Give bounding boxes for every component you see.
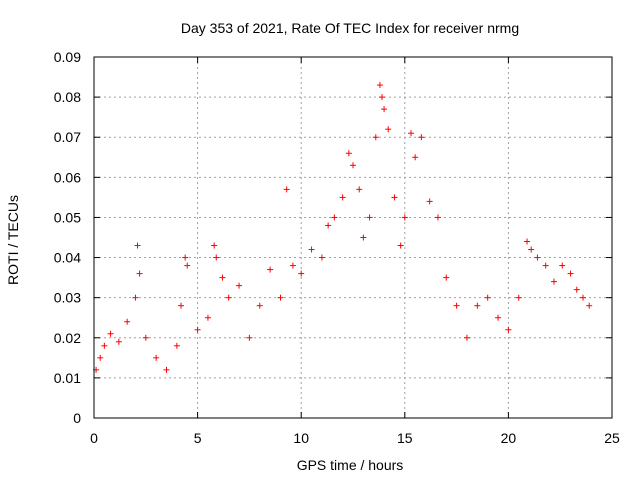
data-point (401, 214, 408, 221)
data-point (283, 186, 290, 193)
data-point (495, 314, 502, 321)
y-tick-label: 0.05 (54, 209, 81, 225)
data-point (184, 262, 191, 269)
data-point (385, 126, 392, 133)
points-layer (93, 82, 593, 373)
data-point (325, 222, 332, 229)
data-point (124, 318, 131, 325)
data-point (350, 162, 356, 169)
data-point (550, 278, 557, 285)
data-point (153, 354, 160, 361)
data-point (524, 238, 531, 245)
data-point (178, 302, 185, 309)
chart-title: Day 353 of 2021, Rate Of TEC Index for r… (181, 20, 519, 36)
data-point (101, 342, 108, 349)
x-tick-label: 5 (194, 430, 202, 446)
data-point (573, 286, 580, 293)
data-point (579, 294, 586, 301)
data-point (528, 246, 535, 253)
x-tick-label: 15 (397, 430, 413, 446)
data-point (298, 270, 305, 277)
data-point (505, 326, 512, 333)
data-point (484, 294, 491, 301)
data-point (397, 242, 404, 249)
data-point (134, 242, 141, 249)
data-point (331, 214, 338, 221)
data-point (136, 270, 143, 277)
ticks-layer: 0 5 10 15 20 25 0 0.01 0.02 0.03 0.04 0.05 0.06 0.07 0… (54, 49, 620, 446)
data-point (408, 130, 415, 137)
data-point (443, 274, 450, 281)
data-point (194, 326, 201, 333)
data-point (534, 254, 541, 261)
data-point (586, 302, 593, 309)
data-point (376, 82, 383, 89)
grid-layer (94, 57, 612, 418)
data-point (204, 314, 211, 321)
x-tick-label: 25 (604, 430, 620, 446)
x-tick-label: 20 (501, 430, 517, 446)
y-tick-label: 0.02 (54, 330, 81, 346)
data-point (391, 194, 398, 201)
data-point (142, 334, 149, 341)
data-point (412, 154, 419, 161)
y-tick-label: 0.09 (54, 49, 81, 65)
data-point (277, 294, 284, 301)
plot-frame (93, 56, 613, 419)
data-point (256, 302, 263, 309)
data-point (182, 254, 189, 261)
data-point (474, 302, 481, 309)
data-point (246, 334, 253, 341)
data-point (426, 198, 433, 205)
data-point (318, 254, 325, 261)
data-point (97, 354, 104, 361)
data-point (356, 186, 363, 193)
data-point (289, 262, 296, 269)
data-point (107, 330, 114, 337)
y-tick-label: 0 (73, 410, 81, 426)
data-point (366, 214, 373, 221)
data-point (163, 366, 170, 373)
data-point (515, 294, 522, 301)
data-point (379, 94, 386, 101)
data-point (236, 282, 243, 289)
data-point (225, 294, 232, 301)
y-tick-label: 0.07 (54, 129, 81, 145)
y-tick-label: 0.01 (54, 370, 81, 386)
data-point (360, 234, 367, 241)
data-point (345, 150, 352, 157)
data-point (381, 106, 388, 113)
data-point (559, 262, 566, 269)
data-point (542, 262, 549, 269)
data-point (308, 246, 315, 253)
y-axis-label: ROTI / TECUs (5, 195, 21, 285)
data-point (372, 134, 379, 141)
data-point (173, 342, 180, 349)
data-point (453, 302, 460, 309)
data-point (339, 194, 346, 201)
data-point (267, 266, 274, 273)
x-tick-label: 0 (90, 430, 98, 446)
y-tick-label: 0.08 (54, 89, 81, 105)
data-point (219, 274, 226, 281)
y-tick-label: 0.06 (54, 169, 81, 185)
x-tick-label: 10 (293, 430, 309, 446)
y-tick-label: 0.04 (54, 250, 81, 266)
data-point (434, 214, 441, 221)
data-point (213, 254, 220, 261)
data-point (418, 134, 425, 141)
y-tick-label: 0.03 (54, 290, 81, 306)
data-point (132, 294, 139, 301)
data-point (115, 338, 122, 345)
data-point (567, 270, 574, 277)
x-axis-label: GPS time / hours (297, 457, 404, 473)
data-point (211, 242, 218, 249)
data-point (463, 334, 470, 341)
